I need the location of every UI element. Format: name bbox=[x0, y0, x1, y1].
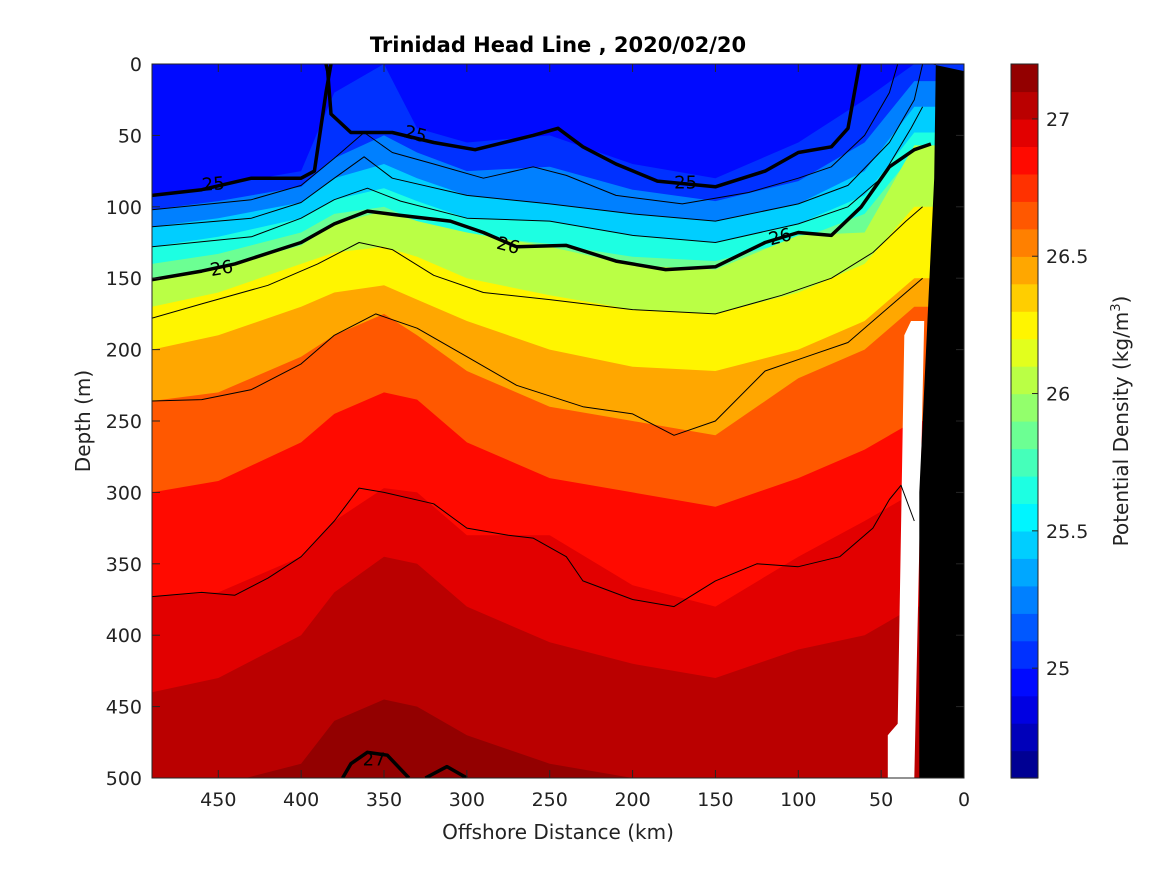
y-tick-label: 50 bbox=[118, 125, 142, 147]
contour-label: 26 bbox=[209, 256, 235, 281]
colorbar-segment bbox=[1011, 173, 1038, 202]
colorbar-label-close: ) bbox=[1109, 296, 1133, 304]
x-tick-label: 50 bbox=[869, 789, 893, 811]
colorbar-segment bbox=[1011, 366, 1038, 395]
colorbar-segment bbox=[1011, 118, 1038, 147]
colorbar-segment bbox=[1011, 201, 1038, 230]
colorbar-segment bbox=[1011, 530, 1038, 559]
colorbar-tick-label: 26.5 bbox=[1046, 246, 1088, 268]
colorbar-segment bbox=[1011, 91, 1038, 120]
colorbar-segment bbox=[1011, 283, 1038, 312]
contour-line-bold bbox=[324, 64, 862, 189]
x-tick-label: 0 bbox=[958, 789, 970, 811]
colorbar-segment bbox=[1011, 613, 1038, 642]
colorbar-segment bbox=[1011, 421, 1038, 450]
axes: 450 400 350 300 250 200 150 100 50 00501001502002… bbox=[106, 54, 970, 811]
contour-line bbox=[152, 64, 899, 211]
contour-plot-area bbox=[152, 64, 964, 778]
colorbar-segment bbox=[1011, 448, 1038, 477]
colorbar-segment bbox=[1011, 393, 1038, 422]
x-tick-label: 350 bbox=[366, 789, 402, 811]
colorbar-label-sup: 3 bbox=[1109, 303, 1124, 311]
colorbar-segment bbox=[1011, 228, 1038, 257]
contour-label-group: 25 bbox=[674, 173, 697, 194]
y-tick-label: 300 bbox=[106, 482, 142, 504]
chart-title: Trinidad Head Line , 2020/02/20 bbox=[370, 33, 746, 57]
contour-line bbox=[152, 484, 915, 608]
bathymetry-shelf bbox=[919, 64, 964, 778]
x-axis-label: Offshore Distance (km) bbox=[442, 820, 674, 844]
x-tick-label: 300 bbox=[449, 789, 485, 811]
contour-line bbox=[152, 206, 923, 319]
colorbar-segment bbox=[1011, 64, 1038, 93]
contour-line-bold bbox=[424, 764, 468, 778]
colorbar-segment bbox=[1011, 503, 1038, 532]
colorbar-segment bbox=[1011, 750, 1038, 779]
colorbar-segment bbox=[1011, 256, 1038, 285]
colorbar-segment bbox=[1011, 146, 1038, 175]
colorbar-segment bbox=[1011, 338, 1038, 367]
y-tick-label: 0 bbox=[130, 54, 142, 76]
colorbar-segment bbox=[1011, 475, 1038, 504]
y-tick-label: 450 bbox=[106, 697, 142, 719]
x-tick-label: 150 bbox=[697, 789, 733, 811]
y-axis-label: Depth (m) bbox=[71, 370, 95, 472]
colorbar-label-main: Potential Density (kg/m bbox=[1109, 312, 1133, 547]
y-tick-label: 150 bbox=[106, 268, 142, 290]
colorbar-tick-label: 26 bbox=[1046, 384, 1070, 406]
x-tick-label: 400 bbox=[283, 789, 319, 811]
colorbar-segment bbox=[1011, 311, 1038, 340]
y-tick-label: 100 bbox=[106, 197, 142, 219]
x-tick-label: 250 bbox=[532, 789, 568, 811]
contour-label: 25 bbox=[201, 173, 226, 196]
contour-line bbox=[152, 64, 924, 228]
colorbar-segment bbox=[1011, 695, 1038, 724]
x-tick-label: 100 bbox=[780, 789, 816, 811]
colorbar-tick-label: 25 bbox=[1046, 658, 1070, 680]
colorbar-segment bbox=[1011, 585, 1038, 614]
colorbar-tick-label: 25.5 bbox=[1046, 521, 1088, 543]
contour-line bbox=[152, 106, 924, 248]
contour-line bbox=[152, 277, 923, 436]
colorbar-label: Potential Density (kg/m3) bbox=[1109, 296, 1133, 547]
contour-label-group: 27 bbox=[363, 749, 386, 770]
colorbar-segment bbox=[1011, 640, 1038, 669]
y-tick-label: 350 bbox=[106, 554, 142, 576]
y-tick-label: 200 bbox=[106, 340, 142, 362]
contour-label-group: 25 bbox=[201, 173, 226, 196]
colorbar: 25 25.5 26 26.5 27 bbox=[1010, 63, 1088, 779]
contour-label: 25 bbox=[674, 173, 697, 194]
colorbar-segment bbox=[1011, 668, 1038, 697]
colorbar-tick-label: 27 bbox=[1046, 109, 1070, 131]
x-tick-label: 450 bbox=[200, 789, 236, 811]
contour-line-bold bbox=[152, 64, 333, 198]
x-tick-label: 200 bbox=[614, 789, 650, 811]
contour-label-group: 26 bbox=[209, 256, 235, 281]
y-tick-label: 250 bbox=[106, 411, 142, 433]
contour-line-bold bbox=[341, 750, 411, 778]
contour-label: 27 bbox=[363, 749, 386, 770]
colorbar-segment bbox=[1011, 723, 1038, 752]
density-band bbox=[245, 699, 633, 778]
colorbar-frame bbox=[1010, 63, 1039, 779]
colorbar-segment bbox=[1011, 558, 1038, 587]
contour-line-bold bbox=[152, 142, 932, 282]
no-data-notch bbox=[887, 321, 925, 778]
y-tick-label: 400 bbox=[106, 625, 142, 647]
y-tick-label: 500 bbox=[106, 768, 142, 790]
